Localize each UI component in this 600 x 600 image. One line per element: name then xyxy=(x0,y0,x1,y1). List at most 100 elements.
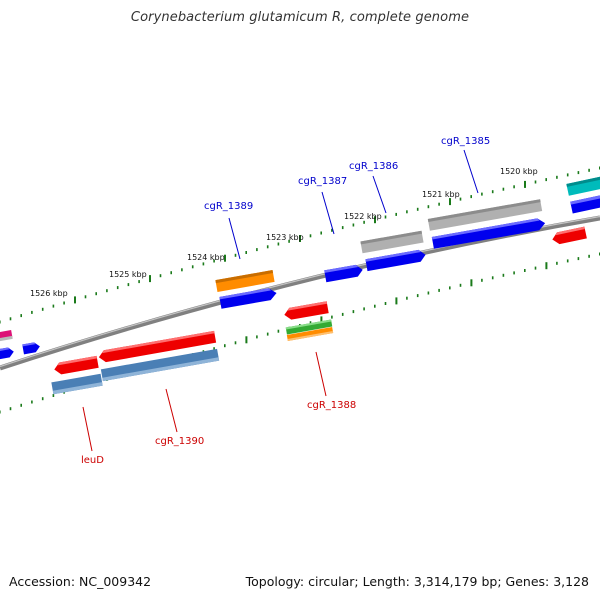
label-leuD[interactable]: leuD xyxy=(81,455,104,466)
inner-tick xyxy=(352,310,355,314)
feature-blue-left-1[interactable] xyxy=(0,347,15,360)
inner-tick xyxy=(341,312,344,316)
gene-cgR-1388-red[interactable] xyxy=(283,301,329,320)
inner-tick xyxy=(363,307,365,311)
outer-tick xyxy=(266,245,269,249)
leader-cgR-1387 xyxy=(321,191,335,235)
outer-tick xyxy=(470,195,472,199)
outer-tick xyxy=(545,178,547,182)
inner-tick xyxy=(384,302,387,305)
outer-tick xyxy=(299,235,301,242)
outer-tick xyxy=(352,223,355,227)
leader-leuD xyxy=(82,406,93,452)
outer-tick xyxy=(491,190,494,194)
inner-tick xyxy=(438,288,440,292)
outer-tick xyxy=(127,283,130,287)
outer-tick xyxy=(331,228,333,232)
outer-tick xyxy=(191,265,194,269)
outer-tick xyxy=(116,286,119,290)
label-cgR-1387[interactable]: cgR_1387 xyxy=(298,176,347,187)
ruler-label-1523: 1523 kbp xyxy=(266,233,304,242)
outer-tick xyxy=(52,304,55,308)
outer-tick xyxy=(277,242,280,246)
inner-tick xyxy=(556,261,558,265)
outer-tick xyxy=(256,248,258,252)
outer-tick xyxy=(416,207,419,211)
ruler-label-1524: 1524 kbp xyxy=(187,253,225,262)
outer-tick xyxy=(577,171,580,175)
inner-tick xyxy=(545,262,548,270)
outer-tick xyxy=(213,259,215,263)
outer-tick xyxy=(138,280,140,284)
inner-tick xyxy=(41,397,44,401)
gene-leuD-steel[interactable] xyxy=(51,373,103,395)
gene-cgR-1385-blue[interactable] xyxy=(431,217,546,249)
outer-tick xyxy=(449,198,451,206)
feature-blue-left-2[interactable] xyxy=(22,342,40,355)
inner-tick xyxy=(0,410,1,414)
ruler-label-1520: 1520 kbp xyxy=(500,167,538,176)
inner-tick xyxy=(266,332,269,336)
outer-tick xyxy=(427,205,430,209)
label-cgR-1388[interactable]: cgR_1388 xyxy=(307,400,356,411)
label-cgR-1389[interactable]: cgR_1389 xyxy=(204,201,253,212)
feature-red-right[interactable] xyxy=(551,226,587,246)
forward-label-leaders xyxy=(228,149,479,260)
gene-cgR-1388-orange[interactable] xyxy=(286,327,334,341)
outer-tick xyxy=(84,295,87,299)
outer-tick xyxy=(31,310,33,314)
gene-cgR-1385-grey[interactable] xyxy=(427,199,543,231)
feature-magenta-left[interactable] xyxy=(0,329,13,342)
outer-tick xyxy=(288,239,290,243)
feature-blue-right[interactable] xyxy=(570,192,600,214)
inner-tick xyxy=(491,276,494,280)
gene-leuD-red[interactable] xyxy=(53,355,99,375)
outer-tick xyxy=(502,187,505,191)
outer-tick xyxy=(556,175,558,179)
outer-tick xyxy=(406,210,408,214)
gene-cgR-1386-blue[interactable] xyxy=(365,249,426,272)
label-cgR-1390[interactable]: cgR_1390 xyxy=(155,436,204,447)
gene-cgR-1387-blue[interactable] xyxy=(324,264,364,283)
outer-tick xyxy=(202,262,205,266)
outer-tick xyxy=(95,292,97,296)
outer-tick xyxy=(566,173,569,177)
gene-cgR-1389-orange[interactable] xyxy=(215,270,275,292)
leader-cgR-1386 xyxy=(372,175,387,214)
inner-tick xyxy=(320,316,323,324)
inner-tick xyxy=(416,294,419,298)
outer-tick xyxy=(234,253,237,257)
inner-tick xyxy=(256,335,258,339)
label-cgR-1385[interactable]: cgR_1385 xyxy=(441,136,490,147)
inner-tick xyxy=(234,341,237,345)
ruler-label-1525: 1525 kbp xyxy=(109,270,147,279)
outer-tick xyxy=(438,202,440,206)
inner-tick xyxy=(513,271,515,275)
ruler-label-1522: 1522 kbp xyxy=(344,212,382,221)
gene-cgR-1389-blue[interactable] xyxy=(219,287,277,309)
outer-tick xyxy=(170,271,172,275)
map-title: Corynebacterium glutamicum R, complete g… xyxy=(130,10,470,25)
outer-tick xyxy=(363,220,365,224)
inner-tick xyxy=(213,347,215,351)
label-cgR-1386[interactable]: cgR_1386 xyxy=(349,161,398,172)
gene-cgR-1390-red[interactable] xyxy=(98,330,217,363)
inner-tick xyxy=(534,266,537,270)
inner-tick xyxy=(52,394,55,397)
inner-tick xyxy=(566,259,569,263)
inner-tick xyxy=(502,273,505,277)
outer-tick xyxy=(384,215,387,219)
inner-tick xyxy=(374,304,376,308)
outer-tick xyxy=(0,320,1,324)
inner-tick xyxy=(427,291,430,295)
position-ruler: 1526 kbp 1525 kbp 1524 kbp 1523 kbp 1522… xyxy=(30,167,538,298)
feature-cyan-right[interactable] xyxy=(566,172,600,196)
outer-tick xyxy=(106,289,108,293)
inner-tick xyxy=(470,279,473,287)
gene-cgR-1390-steel[interactable] xyxy=(100,348,220,382)
outer-tick xyxy=(320,231,322,235)
gene-cgR-1388-green[interactable] xyxy=(285,319,333,335)
gene-cgR-1386-grey[interactable] xyxy=(360,230,424,254)
topology-text: Topology: circular; Length: 3,314,179 bp… xyxy=(245,574,589,589)
